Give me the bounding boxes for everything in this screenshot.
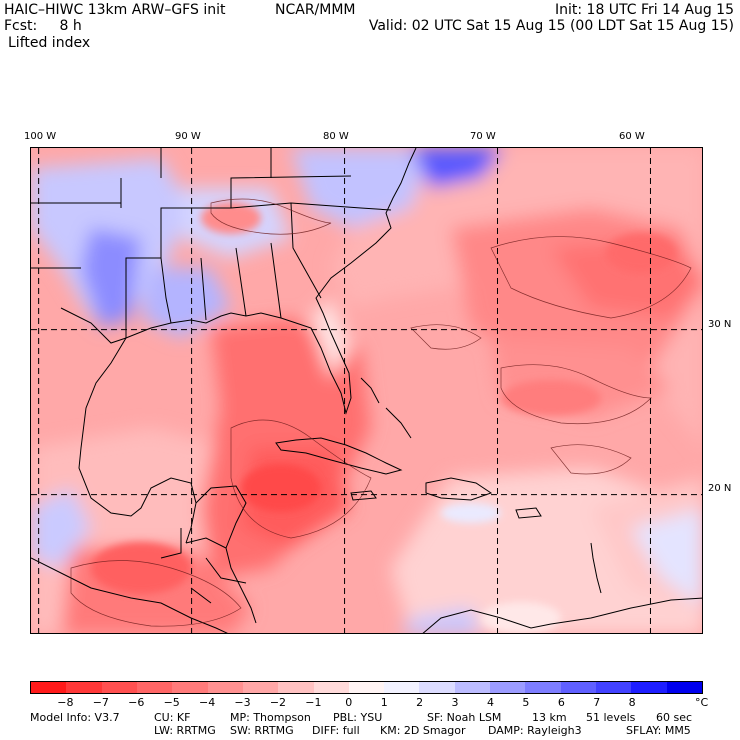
legend-tick-label: 6 (557, 696, 565, 709)
legend-swatch (66, 682, 102, 693)
field-detail (91, 202, 676, 633)
legend-swatch (348, 682, 385, 693)
footer-pbl: PBL: YSU (333, 711, 383, 724)
footer-microphysics: MP: Thompson (230, 711, 311, 724)
organization: NCAR/MMM (275, 2, 356, 18)
lon-label-80w: 80 W (323, 131, 349, 142)
legend-swatch (242, 682, 279, 693)
legend-tick-label: 8 (628, 696, 636, 709)
legend-swatch (666, 682, 702, 693)
footer-model-info: Model Info: V3.7 (30, 711, 120, 724)
legend-tick-label: 7 (593, 696, 601, 709)
legend-tick-label: 3 (451, 696, 459, 709)
legend-swatch (313, 682, 349, 693)
legend-swatch (101, 682, 137, 693)
footer-diffusion: DIFF: full (312, 724, 360, 737)
lifted-index-map (30, 147, 703, 634)
footer-surface-layer: SFLAY: MM5 (626, 724, 691, 737)
footer-timestep: 60 sec (656, 711, 693, 724)
legend-swatch (136, 682, 173, 693)
field-shading (31, 148, 702, 633)
legend-tick-label: −3 (234, 696, 251, 709)
footer-surface: SF: Noah LSM (427, 711, 502, 724)
legend-swatch (631, 682, 667, 693)
legend-swatch (490, 682, 526, 693)
legend-swatch (278, 682, 314, 693)
legend-tick-label: 2 (416, 696, 424, 709)
legend-swatch (525, 682, 561, 693)
legend-tick-label: −8 (57, 696, 74, 709)
forecast-hour: Fcst: 8 h (4, 18, 82, 34)
footer-damping: DAMP: Rayleigh3 (488, 724, 582, 737)
legend-tick-label: −2 (269, 696, 287, 709)
contour-lines (70, 198, 692, 627)
lon-label-90w: 90 W (175, 131, 201, 142)
legend-unit: °C (695, 696, 709, 709)
legend-tick-label: −4 (198, 696, 216, 709)
legend-swatch (31, 682, 67, 693)
legend-tick-label: −6 (128, 696, 145, 709)
legend-tick-label: 0 (345, 696, 353, 709)
legend-swatch (560, 682, 596, 693)
footer-levels: 51 levels (586, 711, 636, 724)
legend-tick-label: 4 (486, 696, 494, 709)
footer-longwave: LW: RRTMG (154, 724, 216, 737)
valid-time: Valid: 02 UTC Sat 15 Aug 15 (00 LDT Sat … (368, 18, 734, 34)
lon-label-60w: 60 W (619, 131, 645, 142)
legend-tick-label: 5 (522, 696, 530, 709)
map-canvas (31, 148, 702, 633)
legend-swatch (419, 682, 455, 693)
legend-swatch (172, 682, 208, 693)
footer-km: KM: 2D Smagor (380, 724, 466, 737)
coastlines (31, 148, 702, 633)
lon-label-100w: 100 W (24, 131, 57, 142)
lon-label-70w: 70 W (470, 131, 496, 142)
legend-tick-label: −7 (92, 696, 109, 709)
legend-swatch (384, 682, 420, 693)
color-legend (30, 681, 703, 694)
lat-label-30n: 30 N (708, 319, 732, 330)
lat-label-20n: 20 N (708, 483, 732, 494)
footer-resolution: 13 km (532, 711, 567, 724)
model-title: HAIC–HIWC 13km ARW–GFS init (4, 2, 226, 18)
legend-tick-label: 1 (380, 696, 388, 709)
legend-swatch (454, 682, 491, 693)
field-name: Lifted index (8, 35, 91, 51)
footer-shortwave: SW: RRTMG (230, 724, 294, 737)
init-time: Init: 18 UTC Fri 14 Aug 15 (554, 2, 734, 18)
footer-cumulus: CU: KF (154, 711, 191, 724)
legend-swatch (207, 682, 243, 693)
legend-swatch (596, 682, 632, 693)
legend-tick-label: −5 (163, 696, 180, 709)
lat-lon-grid (31, 148, 702, 633)
legend-tick-label: −1 (305, 696, 322, 709)
